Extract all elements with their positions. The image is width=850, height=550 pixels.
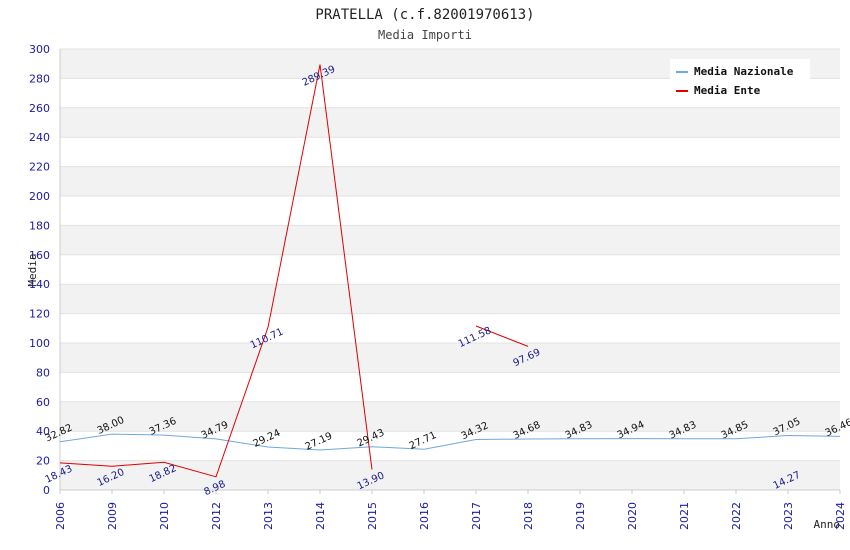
plot-band	[60, 107, 840, 138]
x-tick-label: 2021	[678, 502, 691, 530]
y-tick-label: 260	[29, 102, 50, 115]
legend: Media Nazionale Media Ente	[670, 59, 810, 101]
plot-band	[60, 460, 840, 490]
chart-subtitle: Media Importi	[378, 28, 472, 42]
x-tick-label: 2012	[210, 502, 223, 530]
x-tick-label: 2018	[522, 502, 535, 530]
y-tick-label: 20	[36, 455, 50, 468]
series-line-nazionale	[59, 433, 841, 451]
series-line-ente	[59, 64, 373, 478]
series-lines	[59, 64, 841, 478]
y-tick-labels: 0 20 40 60 80 100 120 140 160 180 200 220 240 260 280 3…	[29, 43, 50, 497]
y-tick-label: 120	[29, 308, 50, 321]
x-tick-label: 2017	[470, 502, 483, 530]
x-tick-label: 2010	[158, 502, 171, 530]
y-tick-label: 60	[36, 396, 50, 409]
plot-band	[60, 401, 840, 432]
x-tick-labels: 2006 2009 2010 2012 2013 2014 2015 2016 2017 2018…	[54, 502, 847, 530]
x-tick-label: 2019	[574, 502, 587, 530]
plot-bands	[60, 49, 840, 490]
y-tick-label: 200	[29, 190, 50, 203]
x-axis-label: Anno	[814, 518, 841, 531]
y-tick-label: 0	[43, 484, 50, 497]
y-tick-label: 80	[36, 366, 50, 379]
x-tick-label: 2020	[626, 502, 639, 530]
y-tick-label: 40	[36, 425, 50, 438]
x-tick-label: 2006	[54, 502, 67, 530]
legend-box	[670, 59, 810, 101]
x-tick-label: 2014	[314, 502, 327, 530]
x-tick-label: 2009	[106, 502, 119, 530]
plot-band	[60, 166, 840, 196]
y-tick-label: 220	[29, 161, 50, 174]
y-tick-label: 300	[29, 43, 50, 56]
y-tick-label: 160	[29, 249, 50, 262]
x-tick-label: 2023	[782, 502, 795, 530]
y-tick-label: 240	[29, 131, 50, 144]
x-tick-label: 2015	[366, 502, 379, 530]
legend-label-ente: Media Ente	[694, 84, 761, 97]
x-tick-label: 2022	[730, 502, 743, 530]
y-tick-label: 100	[29, 337, 50, 350]
plot-band	[60, 343, 840, 373]
series-line-ente	[475, 325, 529, 347]
x-tick-label: 2016	[418, 502, 431, 530]
y-tick-label: 140	[29, 278, 50, 291]
y-axis-label: Media	[26, 253, 39, 286]
data-label-nazionale: 27.71	[408, 430, 439, 452]
plot-band	[60, 225, 840, 255]
y-tick-label: 180	[29, 219, 50, 232]
y-tick-label: 280	[29, 72, 50, 85]
legend-label-nazionale: Media Nazionale	[694, 65, 794, 78]
x-tick-label: 2024	[834, 502, 847, 530]
chart-title: PRATELLA (c.f.82001970613)	[315, 7, 534, 23]
plot-band	[60, 284, 840, 314]
x-tick-label: 2013	[262, 502, 275, 530]
